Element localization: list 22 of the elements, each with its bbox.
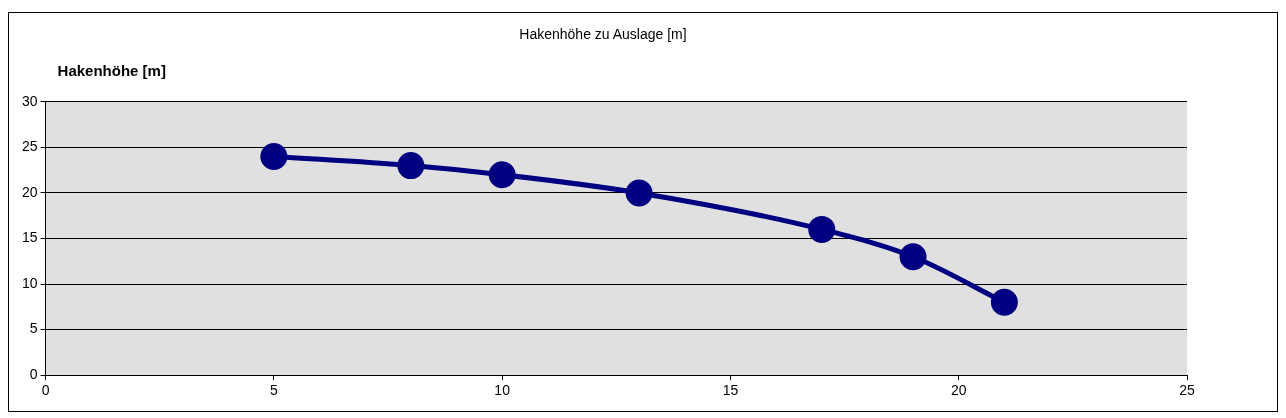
point: [260, 142, 288, 170]
y-tick-label: 5: [29, 320, 38, 337]
point: [899, 243, 927, 271]
y-tick-label: 10: [21, 274, 38, 291]
y-tick-label: 20: [21, 183, 38, 200]
x-tick-label: 25: [1179, 382, 1195, 399]
x-tick-label: 15: [722, 382, 739, 399]
point: [397, 152, 425, 180]
point: [625, 179, 653, 207]
point: [808, 215, 836, 243]
point: [488, 161, 516, 189]
x-tick-label: 5: [269, 382, 278, 399]
x-tick-label: 10: [494, 382, 511, 399]
y-tick-label: 30: [21, 92, 38, 109]
x-tick-label: 20: [950, 382, 967, 399]
chart-title: Hakenhöhe zu Auslage [m]: [519, 26, 687, 43]
y-tick-label: 15: [21, 229, 38, 246]
point: [990, 288, 1018, 316]
x-tick-label: 0: [41, 382, 50, 399]
y-tick-label: 25: [21, 138, 38, 155]
y-axis-title: Hakenhöhe [m]: [57, 61, 166, 79]
y-tick-label: 0: [29, 366, 38, 383]
